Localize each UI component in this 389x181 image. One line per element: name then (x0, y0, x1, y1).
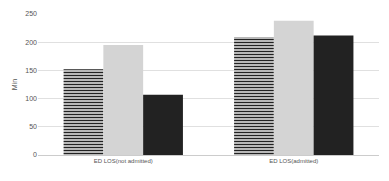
svg-text:ED LOS(not admitted): ED LOS(not admitted) (94, 158, 153, 164)
svg-text:0: 0 (33, 151, 37, 158)
svg-text:50: 50 (29, 123, 37, 130)
svg-text:100: 100 (25, 95, 37, 102)
svg-text:ED LOS(admitted): ED LOS(admitted) (269, 158, 318, 164)
svg-text:Min: Min (11, 79, 18, 90)
svg-text:250: 250 (25, 10, 37, 17)
svg-text:150: 150 (25, 67, 37, 74)
svg-text:200: 200 (25, 39, 37, 46)
